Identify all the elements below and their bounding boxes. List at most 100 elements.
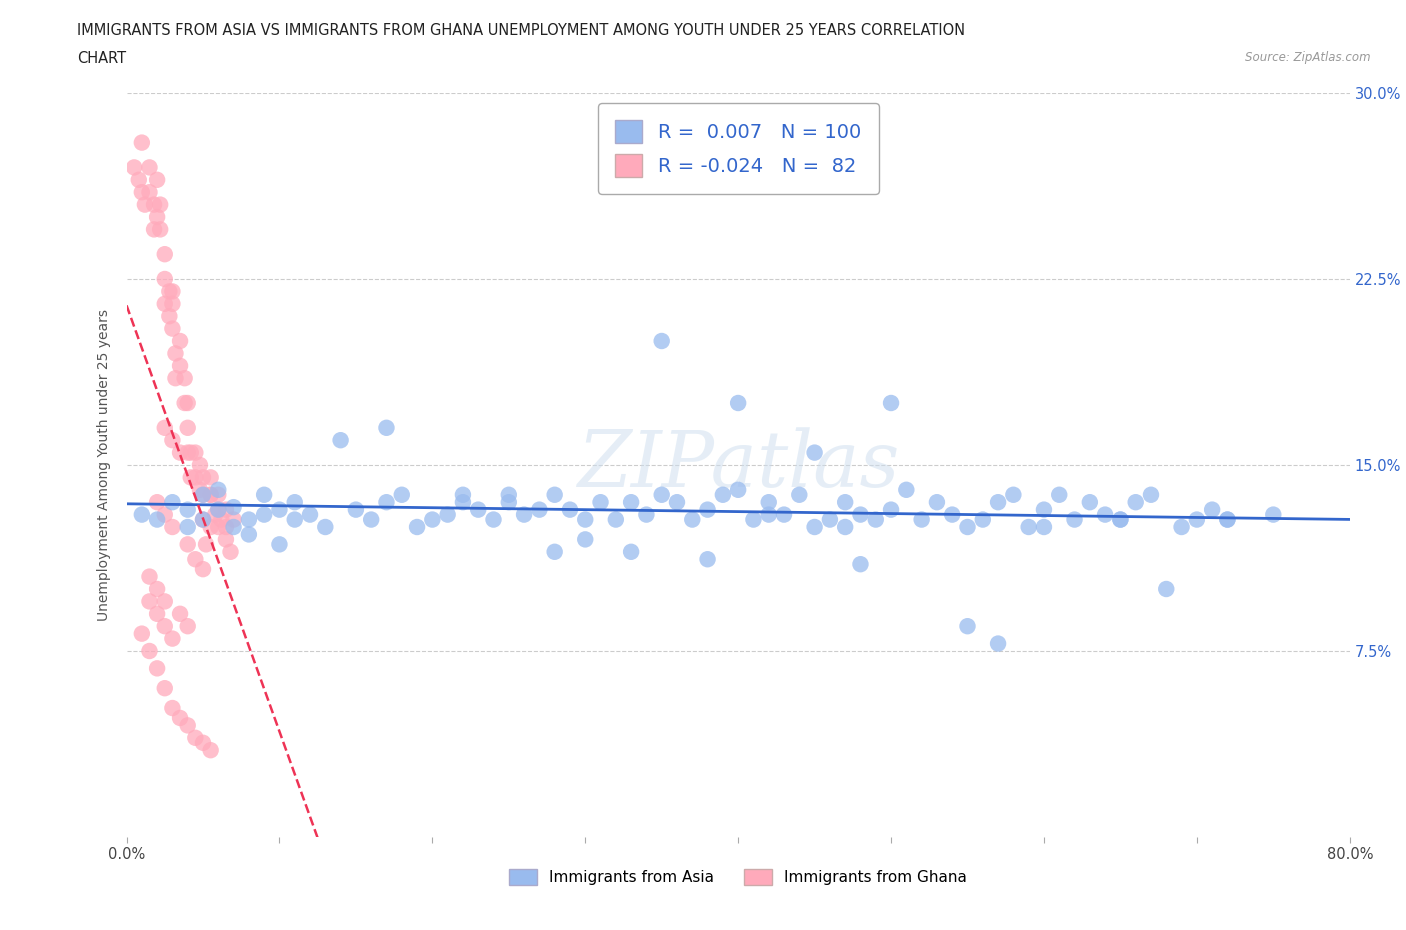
Point: [184, 730, 207, 745]
Point: [1185, 512, 1208, 527]
Point: [153, 272, 176, 286]
Point: [620, 544, 643, 559]
Point: [1201, 502, 1223, 517]
Point: [188, 458, 211, 472]
Point: [146, 606, 169, 621]
Point: [391, 487, 413, 502]
Point: [153, 297, 176, 312]
Point: [941, 507, 963, 522]
Point: [191, 487, 214, 502]
Point: [1033, 502, 1056, 517]
Point: [207, 487, 229, 502]
Point: [162, 321, 184, 336]
Point: [773, 507, 796, 522]
Point: [651, 487, 673, 502]
Point: [191, 487, 214, 502]
Point: [153, 618, 176, 633]
Point: [180, 445, 202, 460]
Point: [146, 512, 169, 527]
Point: [436, 507, 458, 522]
Point: [620, 495, 643, 510]
Point: [299, 507, 322, 522]
Point: [1002, 487, 1025, 502]
Point: [1156, 581, 1178, 596]
Point: [544, 544, 567, 559]
Point: [1078, 495, 1101, 510]
Text: CHART: CHART: [77, 51, 127, 66]
Point: [149, 222, 172, 237]
Point: [880, 502, 903, 517]
Point: [134, 197, 156, 212]
Point: [131, 135, 153, 150]
Point: [222, 512, 245, 527]
Point: [925, 495, 948, 510]
Point: [574, 532, 596, 547]
Point: [1018, 520, 1040, 535]
Point: [896, 483, 918, 498]
Point: [215, 532, 238, 547]
Point: [849, 507, 872, 522]
Point: [207, 502, 229, 517]
Point: [711, 487, 734, 502]
Text: ZIPatlas: ZIPatlas: [576, 427, 900, 503]
Point: [191, 470, 214, 485]
Point: [200, 743, 222, 758]
Point: [1125, 495, 1147, 510]
Point: [451, 487, 474, 502]
Point: [188, 483, 211, 498]
Point: [162, 631, 184, 646]
Point: [215, 502, 238, 517]
Point: [146, 661, 169, 676]
Point: [987, 495, 1010, 510]
Point: [818, 512, 841, 527]
Point: [834, 495, 856, 510]
Point: [215, 520, 238, 535]
Point: [284, 512, 307, 527]
Point: [207, 483, 229, 498]
Point: [153, 420, 176, 435]
Point: [1109, 512, 1132, 527]
Point: [191, 562, 214, 577]
Point: [803, 445, 825, 460]
Point: [956, 520, 979, 535]
Point: [177, 395, 200, 410]
Point: [146, 581, 169, 596]
Point: [143, 222, 166, 237]
Y-axis label: Unemployment Among Youth under 25 years: Unemployment Among Youth under 25 years: [97, 309, 111, 621]
Point: [1140, 487, 1163, 502]
Point: [422, 512, 444, 527]
Point: [153, 594, 176, 609]
Point: [1216, 512, 1239, 527]
Point: [138, 160, 160, 175]
Point: [169, 606, 191, 621]
Point: [173, 371, 195, 386]
Point: [1109, 512, 1132, 527]
Point: [200, 520, 222, 535]
Legend: Immigrants from Asia, Immigrants from Ghana: Immigrants from Asia, Immigrants from Gh…: [502, 861, 974, 893]
Point: [1063, 512, 1085, 527]
Point: [1216, 512, 1239, 527]
Point: [153, 507, 176, 522]
Point: [238, 527, 260, 542]
Text: IMMIGRANTS FROM ASIA VS IMMIGRANTS FROM GHANA UNEMPLOYMENT AMONG YOUTH UNDER 25 : IMMIGRANTS FROM ASIA VS IMMIGRANTS FROM …: [77, 23, 966, 38]
Point: [696, 502, 718, 517]
Point: [162, 284, 184, 299]
Point: [1094, 507, 1116, 522]
Point: [696, 551, 718, 566]
Point: [865, 512, 887, 527]
Point: [165, 346, 187, 361]
Point: [834, 520, 856, 535]
Point: [498, 495, 520, 510]
Point: [191, 736, 214, 751]
Text: Source: ZipAtlas.com: Source: ZipAtlas.com: [1246, 51, 1371, 64]
Point: [681, 512, 703, 527]
Point: [207, 520, 229, 535]
Point: [880, 395, 903, 410]
Point: [467, 502, 489, 517]
Point: [269, 502, 291, 517]
Point: [184, 551, 207, 566]
Point: [253, 487, 276, 502]
Point: [131, 507, 153, 522]
Point: [956, 618, 979, 633]
Point: [375, 495, 398, 510]
